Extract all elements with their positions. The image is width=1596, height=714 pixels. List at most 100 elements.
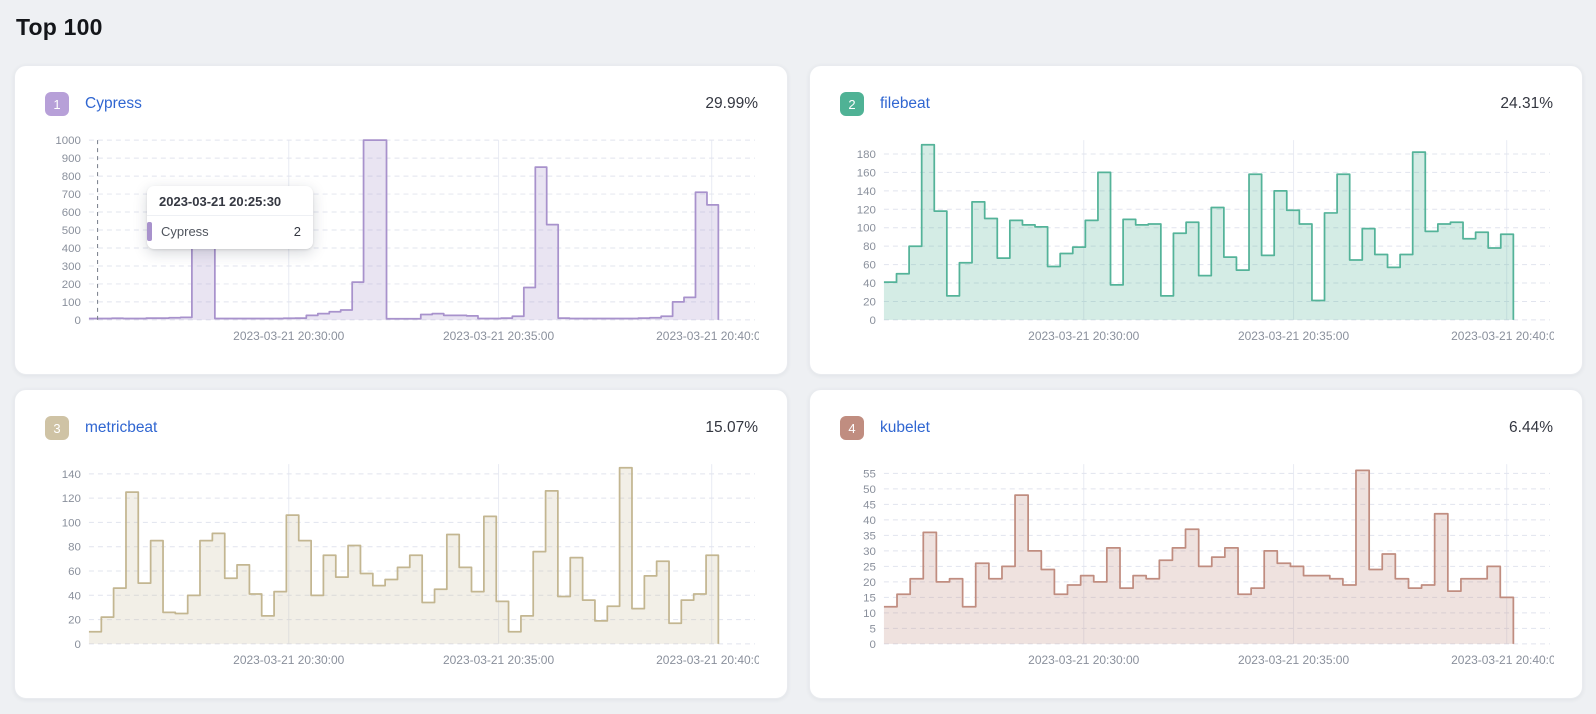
panel-header: 3 metricbeat 15.07% xyxy=(15,390,787,440)
svg-text:100: 100 xyxy=(62,297,81,309)
svg-text:100: 100 xyxy=(62,517,81,529)
svg-text:0: 0 xyxy=(75,639,81,651)
svg-text:2023-03-21 20:35:00: 2023-03-21 20:35:00 xyxy=(443,653,554,667)
x-axis-labels: 2023-03-21 20:30:00 2023-03-21 20:35:00 20… xyxy=(233,329,759,343)
grid-lines xyxy=(88,139,756,321)
kubelet-area-chart[interactable]: 0 5 10 15 20 25 30 35 40 45 50 55 2023-03-21 20:30:0… xyxy=(838,452,1554,674)
svg-text:2023-03-21 20:35:00: 2023-03-21 20:35:00 xyxy=(1238,653,1349,667)
panel-header: 1 Cypress 29.99% xyxy=(15,66,787,116)
series-link-filebeat[interactable]: filebeat xyxy=(880,95,930,112)
svg-text:0: 0 xyxy=(870,639,876,651)
svg-text:40: 40 xyxy=(863,515,876,527)
svg-text:15: 15 xyxy=(863,592,876,604)
rank-badge: 4 xyxy=(840,416,864,440)
panel-cypress: 1 Cypress 29.99% 0 100 200 300 400 500 600 700 8… xyxy=(14,65,788,375)
panel-header: 4 kubelet 6.44% xyxy=(810,390,1582,440)
tooltip-row: Cypress 2 xyxy=(147,216,313,249)
rank-badge: 2 xyxy=(840,92,864,116)
rank-badge: 3 xyxy=(45,416,69,440)
svg-text:2023-03-21 20:35:00: 2023-03-21 20:35:00 xyxy=(1238,329,1349,343)
percent-value: 29.99% xyxy=(705,95,758,112)
svg-text:500: 500 xyxy=(62,225,81,237)
percent-value: 6.44% xyxy=(1509,419,1553,436)
svg-text:2023-03-21 20:30:00: 2023-03-21 20:30:00 xyxy=(233,329,344,343)
panel-body: 0 5 10 15 20 25 30 35 40 45 50 55 2023-03-21 20:30:0… xyxy=(810,452,1582,674)
series-color-marker xyxy=(147,222,152,241)
svg-text:2023-03-21 20:40:00: 2023-03-21 20:40:00 xyxy=(1451,329,1554,343)
series-metricbeat xyxy=(88,466,720,644)
svg-text:400: 400 xyxy=(62,243,81,255)
svg-text:300: 300 xyxy=(62,261,81,273)
svg-text:20: 20 xyxy=(68,615,81,627)
panel-body: 0 100 200 300 400 500 600 700 800 900 1000 2023-03-… xyxy=(15,128,787,350)
svg-text:60: 60 xyxy=(863,260,876,272)
svg-text:2023-03-21 20:30:00: 2023-03-21 20:30:00 xyxy=(1028,653,1139,667)
panel-metricbeat: 3 metricbeat 15.07% 0 20 40 60 80 100 120 140 20… xyxy=(14,389,788,699)
series-link-cypress[interactable]: Cypress xyxy=(85,95,142,112)
series-link-kubelet[interactable]: kubelet xyxy=(880,419,930,436)
svg-text:2023-03-21 20:30:00: 2023-03-21 20:30:00 xyxy=(1028,329,1139,343)
svg-text:35: 35 xyxy=(863,530,876,542)
y-axis-labels: 0 100 200 300 400 500 600 700 800 900 1000 xyxy=(55,135,81,327)
svg-text:2023-03-21 20:40:00: 2023-03-21 20:40:00 xyxy=(656,329,759,343)
svg-text:600: 600 xyxy=(62,207,81,219)
percent-value: 24.31% xyxy=(1500,95,1553,112)
panel-kubelet: 4 kubelet 6.44% 0 5 10 15 20 25 30 35 40 45 50 55 20… xyxy=(809,389,1583,699)
svg-text:0: 0 xyxy=(870,315,876,327)
svg-text:40: 40 xyxy=(68,590,81,602)
svg-text:25: 25 xyxy=(863,561,876,573)
grid-lines xyxy=(883,464,1551,645)
svg-text:80: 80 xyxy=(863,241,876,253)
svg-text:140: 140 xyxy=(62,469,81,481)
svg-text:60: 60 xyxy=(68,566,81,578)
chart-tooltip: 2023-03-21 20:25:30 Cypress 2 xyxy=(147,186,313,249)
svg-text:700: 700 xyxy=(62,189,81,201)
svg-text:20: 20 xyxy=(863,296,876,308)
x-axis-labels: 2023-03-21 20:30:00 2023-03-21 20:35:00 20… xyxy=(233,653,759,667)
series-filebeat xyxy=(883,143,1515,320)
svg-text:45: 45 xyxy=(863,499,876,511)
filebeat-area-chart[interactable]: 0 20 40 60 80 100 120 140 160 180 2023-03-21 20:30… xyxy=(838,128,1554,350)
tooltip-series-name: Cypress xyxy=(161,224,209,239)
svg-text:2023-03-21 20:35:00: 2023-03-21 20:35:00 xyxy=(443,329,554,343)
svg-text:40: 40 xyxy=(863,278,876,290)
page-title: Top 100 xyxy=(16,14,103,40)
svg-text:120: 120 xyxy=(857,204,876,216)
svg-text:10: 10 xyxy=(863,608,876,620)
svg-text:180: 180 xyxy=(857,149,876,161)
svg-text:50: 50 xyxy=(863,484,876,496)
panel-filebeat: 2 filebeat 24.31% 0 20 40 60 80 100 120 140 160 1… xyxy=(809,65,1583,375)
y-axis-labels: 0 20 40 60 80 100 120 140 xyxy=(62,469,81,651)
svg-text:120: 120 xyxy=(62,493,81,505)
series-link-metricbeat[interactable]: metricbeat xyxy=(85,419,158,436)
svg-text:30: 30 xyxy=(863,546,876,558)
svg-text:1000: 1000 xyxy=(55,135,81,147)
tooltip-series-value: 2 xyxy=(293,224,301,239)
svg-text:55: 55 xyxy=(863,468,876,480)
svg-text:140: 140 xyxy=(857,186,876,198)
svg-text:100: 100 xyxy=(857,223,876,235)
y-axis-labels: 0 20 40 60 80 100 120 140 160 180 xyxy=(857,149,876,327)
svg-text:5: 5 xyxy=(870,623,876,635)
svg-text:800: 800 xyxy=(62,171,81,183)
svg-text:2023-03-21 20:40:00: 2023-03-21 20:40:00 xyxy=(656,653,759,667)
panel-body: 0 20 40 60 80 100 120 140 2023-03-21 20:30:00 202… xyxy=(15,452,787,674)
svg-text:0: 0 xyxy=(75,315,81,327)
svg-text:2023-03-21 20:30:00: 2023-03-21 20:30:00 xyxy=(233,653,344,667)
tooltip-timestamp: 2023-03-21 20:25:30 xyxy=(147,186,313,216)
svg-text:80: 80 xyxy=(68,542,81,554)
svg-text:2023-03-21 20:40:00: 2023-03-21 20:40:00 xyxy=(1451,653,1554,667)
svg-text:160: 160 xyxy=(857,167,876,179)
x-axis-labels: 2023-03-21 20:30:00 2023-03-21 20:35:00 20… xyxy=(1028,653,1554,667)
rank-badge: 1 xyxy=(45,92,69,116)
panel-body: 0 20 40 60 80 100 120 140 160 180 2023-03-21 20:30… xyxy=(810,128,1582,350)
grid-lines xyxy=(883,140,1551,321)
top-100-panel-grid: 1 Cypress 29.99% 0 100 200 300 400 500 600 700 8… xyxy=(0,64,1596,714)
svg-text:900: 900 xyxy=(62,153,81,165)
x-axis-labels: 2023-03-21 20:30:00 2023-03-21 20:35:00 20… xyxy=(1028,329,1554,343)
y-axis-labels: 0 5 10 15 20 25 30 35 40 45 50 55 xyxy=(863,468,876,650)
panel-header: 2 filebeat 24.31% xyxy=(810,66,1582,116)
svg-text:20: 20 xyxy=(863,577,876,589)
svg-text:200: 200 xyxy=(62,279,81,291)
